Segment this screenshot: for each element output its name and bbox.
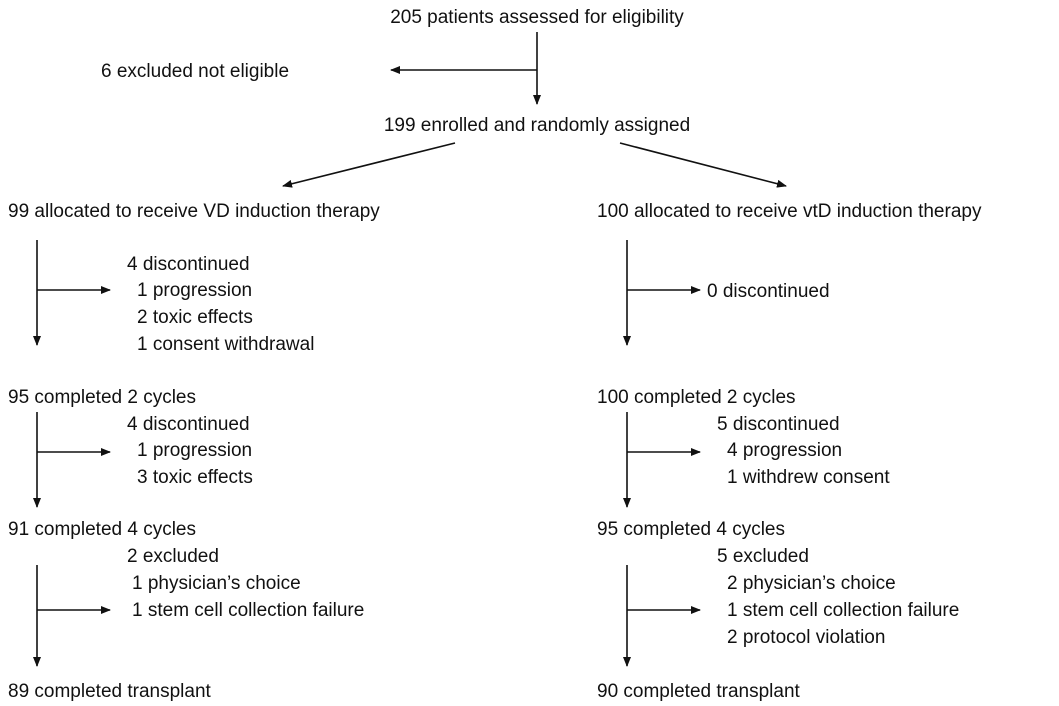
- node-label: 100 allocated to receive vtD induction t…: [597, 201, 982, 222]
- node-label: 205 patients assessed for eligibility: [390, 7, 684, 28]
- node-label: 199 enrolled and randomly assigned: [384, 115, 690, 136]
- node-label: 2 physician’s choice: [727, 573, 896, 594]
- node-label: 4 discontinued: [127, 414, 250, 435]
- node-label: 1 withdrew consent: [727, 467, 890, 488]
- node-label: 1 stem cell collection failure: [132, 600, 364, 621]
- node-label: 1 consent withdrawal: [137, 334, 314, 355]
- node-label: 100 completed 2 cycles: [597, 387, 796, 408]
- node-label: 95 completed 4 cycles: [597, 519, 785, 540]
- arrows: [33, 32, 787, 667]
- node-label: 90 completed transplant: [597, 681, 801, 702]
- node-label: 3 toxic effects: [137, 467, 253, 488]
- node-label: 4 discontinued: [127, 254, 250, 275]
- node-label: 1 progression: [137, 440, 252, 461]
- node-label: 1 stem cell collection failure: [727, 600, 959, 621]
- node-label: 1 progression: [137, 280, 252, 301]
- arrow: [282, 142, 456, 188]
- node-label: 99 allocated to receive VD induction the…: [8, 201, 380, 222]
- arrow: [619, 142, 787, 188]
- node-label: 2 excluded: [127, 546, 219, 567]
- node-label: 1 physician’s choice: [132, 573, 301, 594]
- labels: 205 patients assessed for eligibility 6 …: [8, 7, 982, 702]
- node-label: 0 discontinued: [707, 281, 830, 302]
- node-label: 2 toxic effects: [137, 307, 253, 328]
- node-label: 4 progression: [727, 440, 842, 461]
- node-label: 2 protocol violation: [727, 627, 885, 648]
- node-label: 89 completed transplant: [8, 681, 212, 702]
- node-label: 5 excluded: [717, 546, 809, 567]
- node-label: 6 excluded not eligible: [101, 61, 289, 82]
- node-label: 91 completed 4 cycles: [8, 519, 196, 540]
- node-label: 95 completed 2 cycles: [8, 387, 196, 408]
- node-label: 5 discontinued: [717, 414, 840, 435]
